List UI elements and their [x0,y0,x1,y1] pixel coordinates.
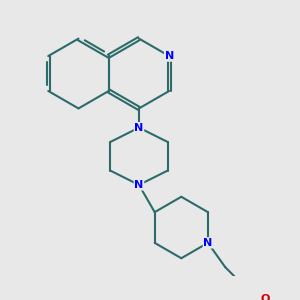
Text: N: N [203,238,212,248]
Text: N: N [165,51,174,61]
Text: N: N [134,180,144,190]
Text: O: O [261,294,270,300]
Text: N: N [134,123,144,133]
